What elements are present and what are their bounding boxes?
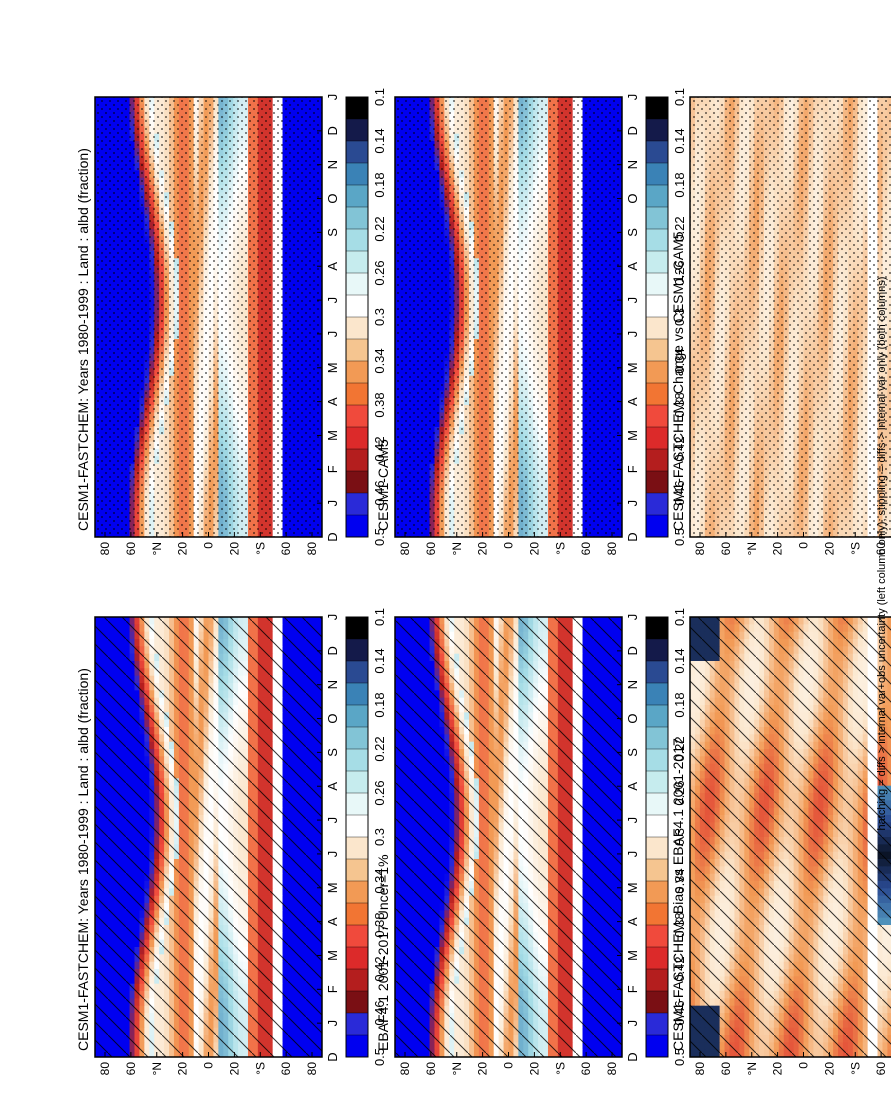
colorbar-swatch xyxy=(345,968,369,992)
colorbar-label: 0.22 xyxy=(372,736,387,761)
y-tick-label: °N xyxy=(150,1062,164,1075)
colorbar-swatch xyxy=(345,616,369,640)
hatching-overlay xyxy=(95,617,322,1057)
x-tick-label: A xyxy=(325,782,340,791)
x-tick-label: S xyxy=(325,748,340,757)
colorbar-swatch xyxy=(345,770,369,794)
colorbar-swatch xyxy=(345,946,369,970)
figure-rotated: CESM1-FASTCHEM: Years 1980-1999 : Land :… xyxy=(75,88,891,1076)
colorbar-swatch xyxy=(345,660,369,684)
colorbar-swatch xyxy=(345,1034,369,1058)
chart-panel-1: CESM1-FASTCHEM: Years 1980-1999 : Land :… xyxy=(75,614,340,1076)
colorbar-swatch xyxy=(345,638,369,662)
y-tick-label: 20 xyxy=(176,1062,190,1076)
y-tick-label: °S xyxy=(253,1062,267,1075)
colorbar-swatch xyxy=(345,990,369,1014)
colorbar-swatch xyxy=(345,880,369,904)
y-tick-label: 20 xyxy=(227,1062,241,1076)
colorbar-label: 0.14 xyxy=(372,648,387,673)
y-tick-label: 60 xyxy=(124,1062,138,1076)
panel-title: CESM1-FASTCHEM: Years 1980-1999 : Land :… xyxy=(75,668,91,1051)
colorbar-label: 0.26 xyxy=(372,780,387,805)
y-tick-label: 80 xyxy=(98,1062,112,1076)
x-tick-label: N xyxy=(325,680,340,689)
y-tick-label: 60 xyxy=(279,1062,293,1076)
y-tick-label: 0 xyxy=(202,1062,216,1069)
x-tick-label: M xyxy=(325,950,340,961)
x-tick-label: D xyxy=(325,646,340,655)
colorbar-label: 0.3 xyxy=(372,828,387,846)
colorbar-swatch xyxy=(345,902,369,926)
colorbar-swatch xyxy=(345,1012,369,1036)
colorbar-swatch xyxy=(345,924,369,948)
x-tick-label: O xyxy=(325,713,340,723)
colorbar-swatch xyxy=(345,748,369,772)
colorbar-label: 0.1 xyxy=(372,608,387,626)
x-tick-label: A xyxy=(325,917,340,926)
y-tick-label: 80 xyxy=(305,1062,319,1076)
x-tick-label: J xyxy=(325,851,340,858)
panel-title: CESM1-FASTCHEM: Years 1980-1999 : Land :… xyxy=(75,148,91,531)
x-tick-label: J xyxy=(325,817,340,824)
x-tick-label: D xyxy=(325,1052,340,1061)
colorbar-swatch xyxy=(345,726,369,750)
colorbar-swatch xyxy=(345,682,369,706)
chart-panel-2: CESM1-FASTCHEM: Years 1980-1999 : Land :… xyxy=(75,94,340,556)
colorbar-swatch xyxy=(345,814,369,838)
x-tick-label: F xyxy=(325,985,340,993)
colorbar-swatch xyxy=(345,704,369,728)
colorbar-swatch xyxy=(345,836,369,860)
x-tick-label: J xyxy=(325,1020,340,1026)
x-tick-label: J xyxy=(325,614,340,621)
colorbar-swatch xyxy=(345,792,369,816)
colorbar-label: 0.18 xyxy=(372,692,387,717)
colorbar-swatch xyxy=(345,858,369,882)
x-tick-label: M xyxy=(325,882,340,893)
